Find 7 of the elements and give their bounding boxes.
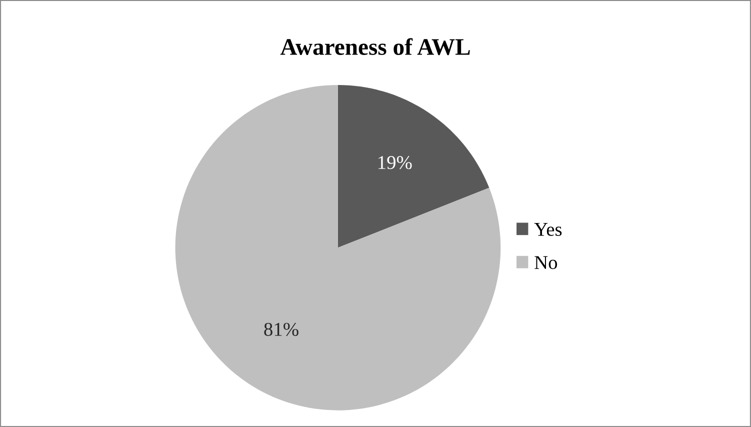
pie-slice [338,84,490,248]
legend-label: No [534,256,558,270]
pie-slice [175,84,501,410]
chart-title: Awareness of AWL [280,38,470,56]
data-label: 19% [378,156,412,170]
legend-label: Yes [534,223,562,236]
data-label: 81% [264,322,298,336]
